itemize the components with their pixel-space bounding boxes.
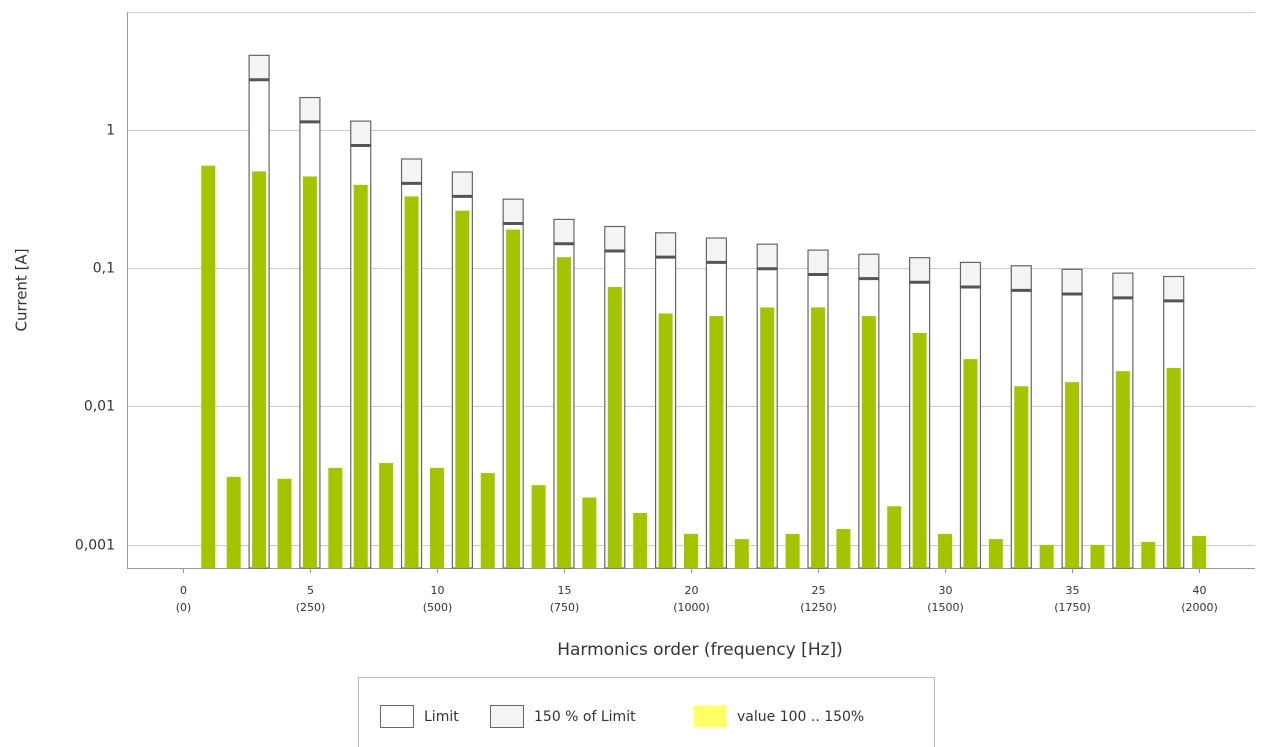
value-bar [506, 229, 521, 568]
value-bar [328, 467, 343, 568]
value-bar [1141, 541, 1156, 568]
x-tick-sublabel: (750) [550, 601, 580, 614]
value-bar [480, 473, 495, 568]
x-tick-label: 40 [1193, 584, 1207, 597]
limit-150-bar [400, 158, 423, 184]
x-tick-label: 25 [812, 584, 826, 597]
limit-150-bar [756, 243, 778, 270]
value-bar [887, 506, 902, 568]
value-bar [379, 463, 394, 568]
value-bar [607, 287, 622, 568]
legend-swatch [490, 705, 524, 728]
legend-swatch [693, 705, 727, 728]
limit-150-bar [1112, 272, 1134, 299]
limit-150-bar [705, 237, 728, 263]
value-bar [1039, 544, 1054, 568]
value-bar [1065, 382, 1080, 568]
limit-150-bar [502, 198, 524, 225]
limit-150-bar [451, 171, 473, 197]
legend-label: 150 % of Limit [534, 709, 636, 725]
x-tick-label: 0 [180, 584, 187, 597]
legend-swatch [380, 705, 414, 728]
value-bar [709, 316, 724, 568]
limit-150-bar [959, 261, 982, 288]
x-tick-sublabel: (1250) [800, 601, 837, 614]
value-bar [404, 196, 419, 568]
value-bar [201, 165, 216, 568]
value-bar [226, 476, 241, 568]
value-bar [531, 485, 546, 568]
value-bar [988, 539, 1003, 568]
legend-label: Limit [424, 709, 459, 725]
limit-150-bar [654, 232, 677, 258]
x-tick-sublabel: (500) [423, 601, 453, 614]
limit-150-bar [1010, 265, 1032, 292]
limit-150-bar [350, 120, 372, 147]
x-axis-title: Harmonics order (frequency [Hz]) [557, 640, 843, 660]
value-bar [861, 316, 876, 568]
y-tick-label: 0,01 [84, 399, 115, 415]
value-bar [938, 533, 953, 568]
value-bar [1115, 371, 1130, 568]
limit-150-bar [858, 253, 880, 280]
value-bar [252, 171, 267, 568]
limit-150-bar [909, 257, 931, 283]
value-bar [1192, 535, 1207, 568]
limit-150-bar [1061, 268, 1083, 295]
value-bar [760, 307, 775, 568]
x-tick-sublabel: (250) [296, 601, 326, 614]
y-tick-label: 1 [106, 123, 115, 139]
value-bar [277, 478, 292, 568]
x-tick-label: 5 [307, 584, 314, 597]
legend-box [358, 677, 935, 747]
value-bar [455, 210, 470, 569]
value-bar [429, 467, 444, 568]
value-bar [582, 497, 597, 568]
limit-150-bar [604, 225, 626, 252]
value-bar [912, 332, 927, 568]
value-bar [785, 533, 800, 568]
value-bar [1090, 544, 1105, 568]
x-tick-sublabel: (0) [176, 601, 192, 614]
x-tick-sublabel: (2000) [1181, 601, 1218, 614]
x-tick-label: 10 [431, 584, 445, 597]
value-bar [963, 359, 978, 568]
limit-150-bar [1163, 275, 1185, 302]
value-bar [353, 184, 368, 568]
value-bar [633, 512, 648, 568]
x-tick-label: 15 [558, 584, 572, 597]
value-bar [302, 176, 317, 568]
x-tick-sublabel: (1750) [1054, 601, 1091, 614]
value-bar [658, 313, 673, 568]
x-tick-sublabel: (1000) [673, 601, 710, 614]
value-bar [734, 539, 749, 568]
x-tick-label: 35 [1066, 584, 1080, 597]
value-bar [811, 307, 826, 568]
value-bar [684, 533, 698, 568]
limit-150-bar [248, 54, 270, 81]
x-tick-sublabel: (1500) [927, 601, 964, 614]
value-bar [1166, 367, 1181, 568]
value-bar [836, 529, 851, 568]
legend-label: value 100 .. 150% [737, 709, 864, 725]
value-bar [556, 257, 571, 568]
y-tick-label: 0,001 [75, 538, 115, 554]
y-axis-title: Current [A] [13, 248, 31, 331]
y-tick-label: 0,1 [93, 261, 115, 277]
value-bar [1014, 386, 1029, 568]
limit-150-bar [807, 249, 829, 276]
x-tick-label: 20 [685, 584, 699, 597]
x-tick-label: 30 [939, 584, 953, 597]
limit-150-bar [553, 218, 575, 245]
limit-150-bar [299, 96, 321, 123]
